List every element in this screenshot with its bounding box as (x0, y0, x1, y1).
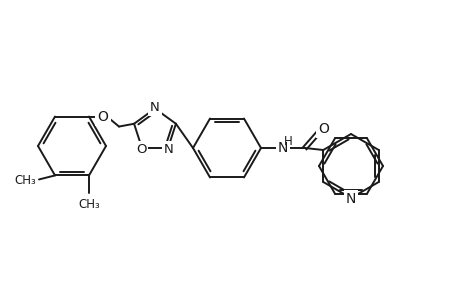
Text: CH₃: CH₃ (14, 174, 36, 187)
Text: O: O (318, 122, 329, 136)
Text: O: O (97, 110, 108, 124)
Text: N: N (277, 141, 287, 155)
Text: N: N (164, 143, 174, 156)
Text: O: O (135, 143, 146, 156)
Text: CH₃: CH₃ (78, 198, 100, 212)
Text: N: N (345, 192, 355, 206)
Text: H: H (283, 134, 292, 148)
Text: N: N (150, 101, 160, 114)
